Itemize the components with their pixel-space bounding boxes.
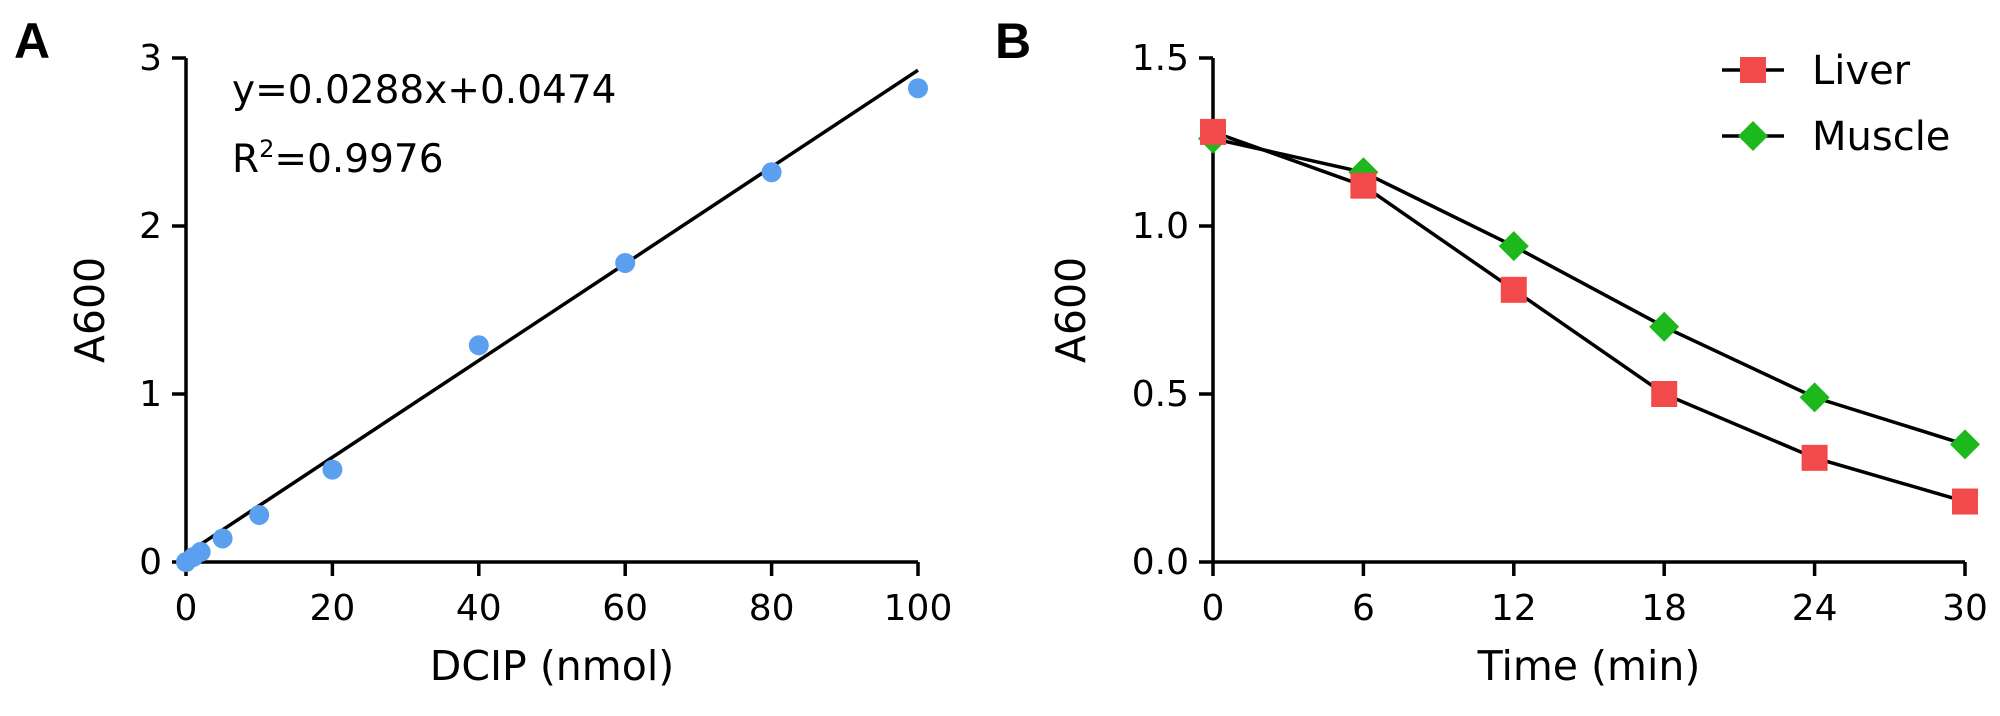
data-point	[190, 541, 211, 562]
liver-point	[1952, 488, 1978, 515]
muscle-point	[1649, 311, 1680, 342]
1-x-tick-label: 0	[1202, 588, 1225, 629]
panel-a-axes: 0 20 40 60 80 100 0 1 2 3 DCIP (nmol) A600	[66, 38, 952, 690]
series-line-liver	[1212, 130, 1966, 504]
data-point	[468, 335, 489, 356]
0-x-tick-label: 40	[456, 588, 502, 629]
1-x-tick-label: 6	[1352, 588, 1375, 629]
0-x-tick-label: 60	[602, 588, 648, 629]
liver-point	[1500, 276, 1527, 303]
1-y-tick-label: 1.0	[1132, 206, 1189, 247]
0-y-tick-label: 0	[139, 542, 162, 583]
0-x-tick-label: 0	[175, 588, 198, 629]
panel-a: A y=0.0288x+0.0474 R2=0.9976 0 20 40 60 80 10…	[14, 13, 952, 690]
1-y-axis-label: A600	[1047, 257, 1095, 363]
legend-label-muscle: Muscle	[1812, 114, 1950, 160]
0-y-axis-label: A600	[66, 257, 114, 363]
1-x-tick-label: 30	[1942, 588, 1988, 629]
data-point	[249, 504, 270, 525]
panel-b-axes: 0 6 12 18 24 30 0.0 0.5 1.0 1.5 Time (min) A600	[1047, 38, 1988, 690]
legend-label-liver: Liver	[1812, 48, 1911, 94]
1-x-tick-label: 18	[1641, 588, 1687, 629]
r-squared-superscript: 2	[259, 135, 274, 163]
data-point	[322, 459, 343, 480]
1-x-tick-label: 12	[1491, 588, 1537, 629]
liver-point	[1651, 381, 1678, 407]
1-x-axis-label: Time (min)	[1477, 642, 1701, 690]
1-y-tick-label: 0.0	[1132, 542, 1189, 583]
r-squared-value: =0.9976	[274, 137, 443, 182]
liver-point	[1350, 172, 1377, 199]
1-y-tick-label: 1.5	[1132, 38, 1189, 79]
panel-a-letter: A	[14, 13, 50, 69]
data-point	[761, 162, 782, 183]
panel-a-marks	[176, 68, 928, 572]
muscle-point	[1498, 231, 1529, 262]
muscle-point	[1950, 429, 1980, 460]
0-x-tick-label: 100	[884, 588, 953, 629]
r-squared: R2=0.9976	[232, 135, 444, 182]
fit-line	[185, 68, 919, 556]
legend-marker-muscle	[1738, 121, 1768, 151]
muscle-point	[1799, 382, 1830, 413]
r-squared-prefix: R	[232, 137, 259, 182]
1-y-tick-label: 0.5	[1132, 374, 1189, 415]
fit-equation: y=0.0288x+0.0474	[232, 68, 616, 113]
data-point	[615, 252, 636, 273]
liver-point	[1801, 444, 1828, 471]
legend: Liver Muscle	[1722, 48, 1950, 160]
panel-b-marks	[1198, 118, 1980, 515]
panel-b: B 0 6 12 18 24 30 0.0 0.5 1.0 1.5 Time (min) A600 L…	[995, 13, 1988, 690]
0-x-tick-label: 20	[309, 588, 355, 629]
legend-marker-liver	[1740, 57, 1766, 83]
0-x-axis-label: DCIP (nmol)	[430, 642, 674, 690]
0-y-tick-label: 1	[139, 374, 162, 415]
0-y-tick-label: 2	[139, 206, 162, 247]
liver-point	[1200, 118, 1226, 145]
0-y-tick-label: 3	[139, 38, 162, 79]
data-point	[908, 78, 928, 99]
1-x-tick-label: 24	[1792, 588, 1838, 629]
panel-b-letter: B	[995, 13, 1031, 69]
0-x-tick-label: 80	[749, 588, 795, 629]
series-line-muscle	[1212, 136, 1966, 447]
data-point	[212, 528, 233, 549]
